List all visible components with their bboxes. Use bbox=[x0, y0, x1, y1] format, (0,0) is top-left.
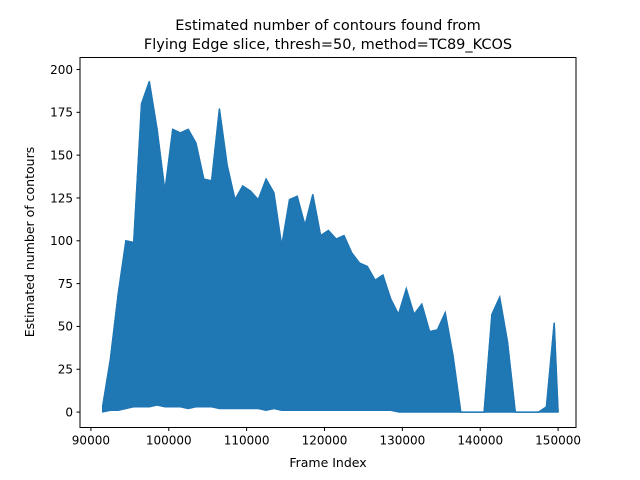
series-0-envelope bbox=[101, 80, 559, 413]
chart-title-line-2: Flying Edge slice, thresh=50, method=TC8… bbox=[144, 37, 512, 53]
series-0-line bbox=[101, 81, 559, 413]
y-tick-label: 150 bbox=[50, 148, 73, 162]
x-tick-label: 120000 bbox=[302, 434, 348, 448]
y-tick-label: 100 bbox=[50, 234, 73, 248]
plot-area bbox=[79, 57, 577, 428]
y-axis-label: Estimated number of contours bbox=[22, 147, 37, 337]
x-tick-label: 130000 bbox=[379, 434, 425, 448]
y-tick-label: 175 bbox=[50, 106, 73, 120]
y-tick-label: 0 bbox=[65, 405, 73, 419]
y-tick-label: 75 bbox=[58, 277, 73, 291]
x-tick-label: 90000 bbox=[72, 434, 110, 448]
chart-title-line-1: Estimated number of contours found from bbox=[175, 18, 480, 34]
x-axis-ticks: 90000 100000 110000 120000 130000 140000 15000… bbox=[72, 427, 581, 448]
y-tick-label: 50 bbox=[58, 320, 73, 334]
data-series bbox=[101, 80, 559, 413]
plot-frame bbox=[79, 57, 577, 428]
y-tick-label: 200 bbox=[50, 63, 73, 77]
x-tick-label: 110000 bbox=[224, 434, 270, 448]
x-tick-label: 140000 bbox=[457, 434, 503, 448]
y-axis-ticks: 0 25 50 75 100 125 150 175 200 bbox=[50, 63, 80, 419]
x-tick-label: 100000 bbox=[146, 434, 192, 448]
x-tick-label: 150000 bbox=[535, 434, 581, 448]
y-tick-label: 25 bbox=[58, 363, 73, 377]
x-axis-label: Frame Index bbox=[289, 455, 366, 470]
y-tick-label: 125 bbox=[50, 191, 73, 205]
